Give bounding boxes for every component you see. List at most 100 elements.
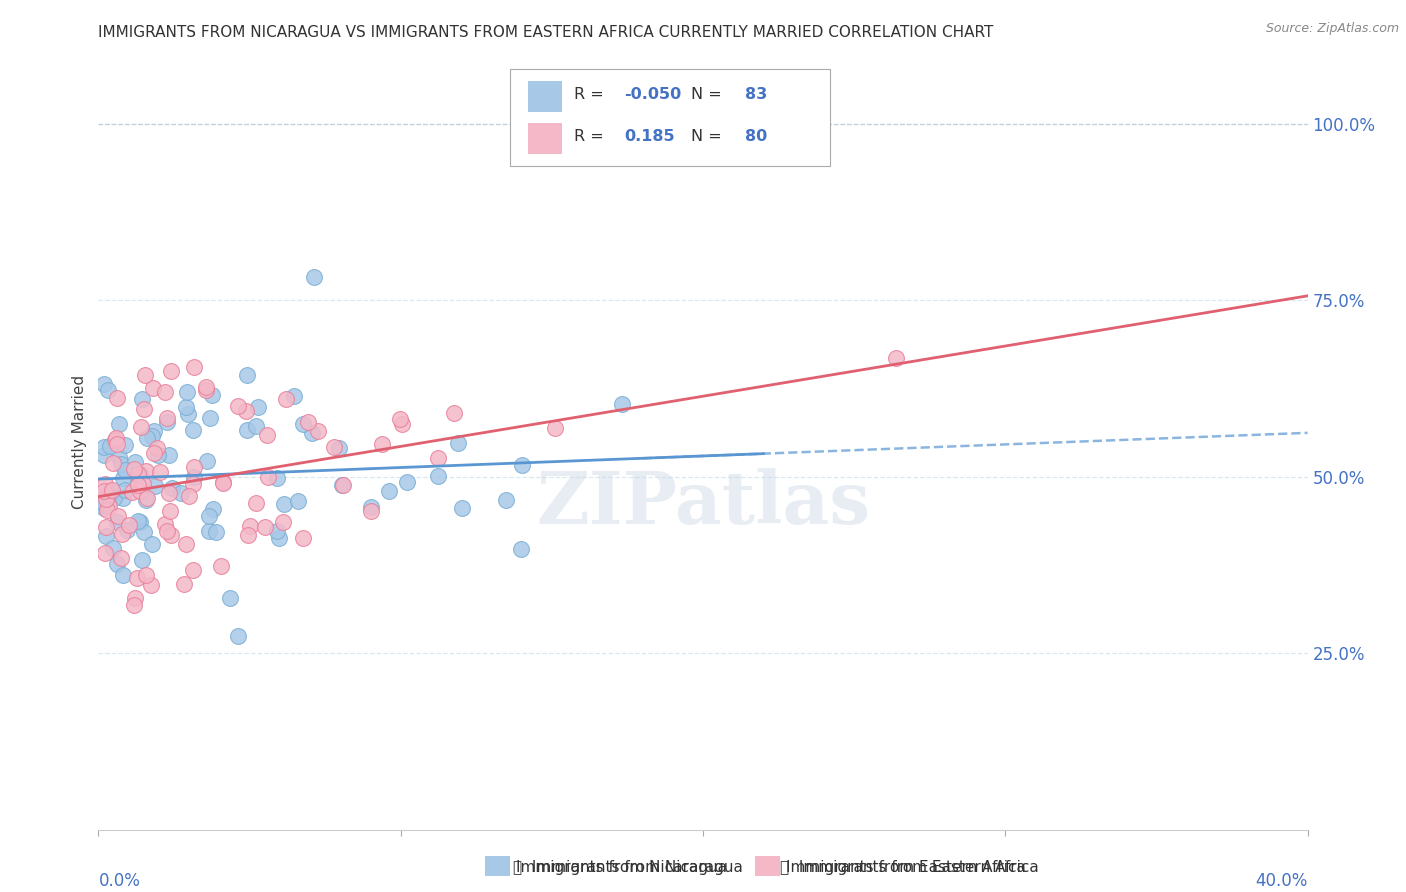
Point	[377, 484, 399, 499]
Point	[218, 591, 240, 606]
Point	[194, 383, 217, 397]
Text: R =: R =	[574, 87, 609, 103]
Point	[131, 553, 153, 567]
Point	[266, 524, 288, 539]
Point	[330, 477, 353, 491]
FancyBboxPatch shape	[527, 122, 561, 154]
Point	[135, 568, 157, 582]
Y-axis label: Currently Married: Currently Married	[72, 375, 87, 508]
Point	[97, 383, 120, 397]
Point	[159, 504, 181, 518]
FancyBboxPatch shape	[509, 69, 830, 166]
Point	[297, 415, 319, 429]
Point	[103, 491, 125, 505]
Point	[93, 546, 115, 560]
Point	[156, 411, 179, 425]
Text: Immigrants from Nicaragua: Immigrants from Nicaragua	[516, 860, 727, 874]
Point	[253, 520, 276, 534]
Point	[94, 529, 117, 543]
Point	[226, 630, 249, 644]
Point	[156, 524, 179, 538]
Point	[111, 471, 134, 485]
Point	[177, 407, 200, 421]
Point	[122, 462, 145, 476]
Point	[235, 404, 257, 418]
Point	[266, 471, 288, 485]
Point	[93, 477, 115, 491]
Point	[510, 458, 533, 472]
Point	[94, 520, 117, 534]
Point	[236, 527, 259, 541]
Point	[245, 418, 267, 433]
Point	[391, 417, 413, 431]
Point	[146, 442, 169, 456]
Point	[125, 571, 148, 585]
Text: ⬜  Immigrants from Nicaragua: ⬜ Immigrants from Nicaragua	[513, 860, 742, 874]
Point	[245, 496, 267, 510]
Point	[495, 492, 517, 507]
Text: N =: N =	[690, 87, 727, 103]
Point	[93, 448, 115, 462]
Text: R =: R =	[574, 129, 609, 144]
Point	[273, 515, 295, 529]
Point	[544, 421, 567, 435]
Point	[93, 497, 115, 511]
Point	[93, 377, 115, 392]
Point	[103, 541, 125, 555]
Point	[125, 468, 148, 483]
Point	[153, 384, 176, 399]
Point	[181, 563, 204, 577]
Point	[93, 440, 115, 454]
Text: N =: N =	[690, 129, 727, 144]
Point	[201, 501, 224, 516]
Text: -0.050: -0.050	[624, 87, 682, 103]
Point	[108, 450, 131, 464]
Point	[267, 531, 290, 545]
Point	[96, 491, 118, 506]
Point	[129, 515, 152, 529]
Text: 40.0%: 40.0%	[1256, 872, 1308, 890]
Point	[114, 463, 136, 477]
Text: ZIPatlas: ZIPatlas	[536, 468, 870, 539]
Point	[183, 359, 205, 374]
Point	[160, 528, 183, 542]
Point	[170, 486, 193, 500]
Point	[273, 497, 295, 511]
Point	[117, 523, 139, 537]
Point	[105, 557, 128, 571]
Point	[104, 434, 127, 448]
Point	[141, 429, 163, 443]
Point	[132, 402, 155, 417]
Point	[447, 435, 470, 450]
Point	[93, 501, 115, 516]
Point	[121, 484, 143, 499]
Point	[395, 475, 418, 489]
Point	[111, 527, 134, 541]
Point	[101, 483, 124, 498]
Text: 0.185: 0.185	[624, 129, 675, 144]
Point	[100, 484, 122, 499]
Point	[93, 484, 115, 499]
Point	[198, 411, 221, 425]
Point	[135, 493, 157, 508]
Point	[426, 469, 449, 483]
Point	[153, 517, 176, 532]
Point	[105, 436, 128, 450]
Point	[143, 479, 166, 493]
Point	[117, 517, 139, 532]
Point	[131, 392, 153, 406]
Point	[124, 598, 146, 612]
Point	[173, 577, 195, 591]
Point	[307, 424, 329, 438]
Point	[292, 531, 315, 545]
Point	[149, 465, 172, 479]
Text: Immigrants from Eastern Africa: Immigrants from Eastern Africa	[786, 860, 1026, 874]
Point	[142, 424, 165, 438]
Point	[160, 482, 183, 496]
Point	[283, 389, 305, 403]
Point	[236, 368, 259, 383]
Point	[112, 567, 135, 582]
Point	[108, 417, 131, 432]
Point	[194, 380, 217, 394]
Point	[96, 485, 118, 500]
